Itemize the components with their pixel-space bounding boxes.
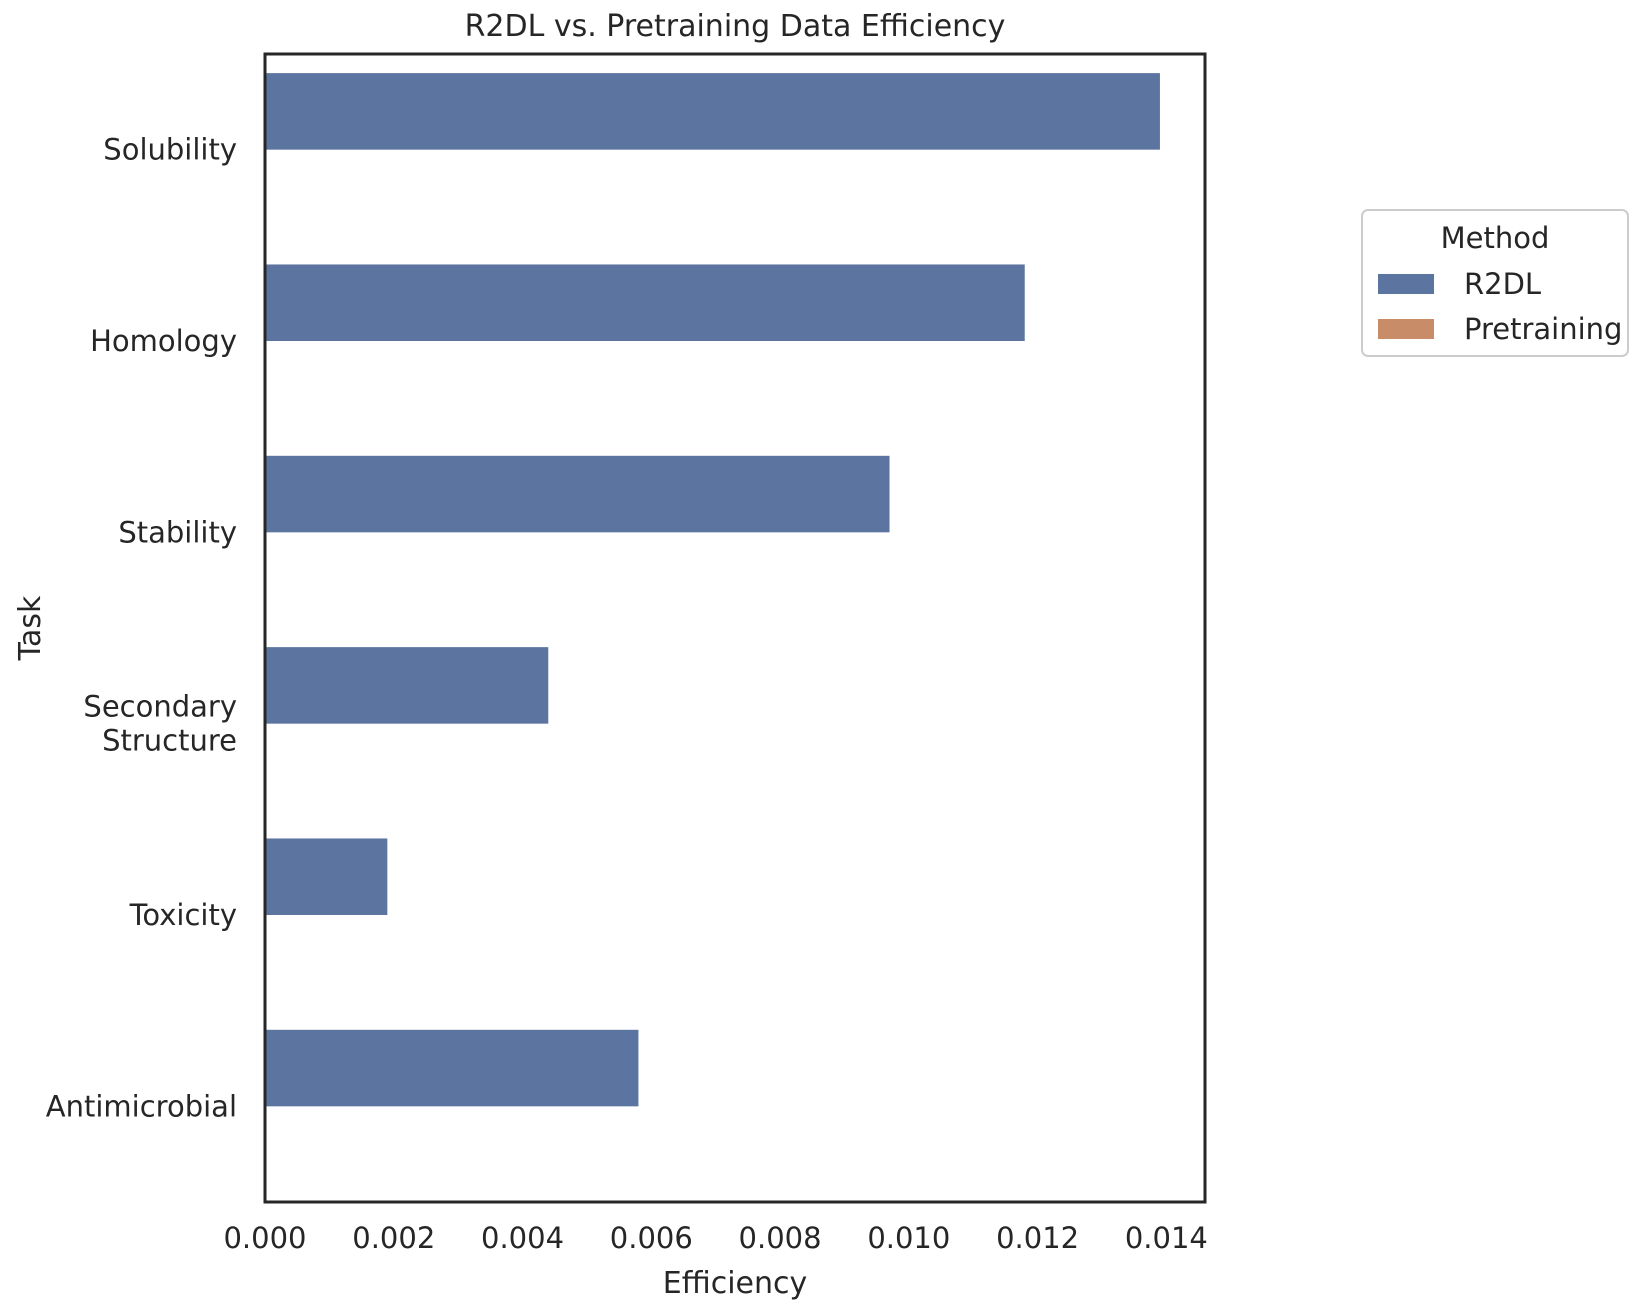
x-tick-label: 0.004 xyxy=(481,1221,564,1255)
x-tick-labels: 0.000 0.002 0.004 0.006 0.008 0.010 0.012 0.014 xyxy=(223,1221,1207,1255)
bar-r2dl-toxicity xyxy=(265,838,388,915)
bars xyxy=(265,73,1160,1107)
legend-label-r2dl: R2DL xyxy=(1464,267,1541,301)
legend-label-pretraining: Pretraining xyxy=(1464,312,1622,346)
x-tick-label: 0.006 xyxy=(610,1221,693,1255)
legend-swatch-pretraining xyxy=(1378,319,1434,339)
legend: Method R2DL Pretraining xyxy=(1361,209,1629,357)
y-tick-labels: Solubility Homology Stability SecondaryStru… xyxy=(46,133,237,1124)
x-tick-label: 0.002 xyxy=(352,1221,435,1255)
x-axis-label: Efficiency xyxy=(663,1266,808,1301)
y-tick-label: Antimicrobial xyxy=(46,1089,237,1123)
y-tick-label: Toxicity xyxy=(129,898,237,932)
bar-r2dl-secondary-structure xyxy=(265,647,549,724)
bar-r2dl-antimicrobial xyxy=(265,1029,639,1107)
bar-r2dl-solubility xyxy=(265,73,1160,150)
x-tick-label: 0.010 xyxy=(867,1221,950,1255)
legend-entries: R2DL Pretraining xyxy=(1378,267,1622,346)
x-tick-label: 0.012 xyxy=(996,1221,1079,1255)
x-tick-label: 0.014 xyxy=(1125,1221,1208,1255)
x-tick-label: 0.008 xyxy=(739,1221,822,1255)
legend-title: Method xyxy=(1441,221,1550,255)
bar-r2dl-stability xyxy=(265,455,890,533)
y-tick-label: Structure xyxy=(102,724,237,758)
y-axis-label: Task xyxy=(13,595,48,661)
bar-r2dl-homology xyxy=(265,264,1025,341)
plot-frame xyxy=(263,52,1207,1204)
x-tick-label: 0.000 xyxy=(223,1221,306,1255)
chart-title: R2DL vs. Pretraining Data Efficiency xyxy=(465,9,1006,44)
legend-swatch-r2dl xyxy=(1378,274,1434,294)
y-tick-label: Secondary xyxy=(83,690,237,724)
y-tick-label: Homology xyxy=(90,324,237,358)
y-tick-label: Solubility xyxy=(103,133,237,167)
y-tick-label: Stability xyxy=(118,515,237,549)
